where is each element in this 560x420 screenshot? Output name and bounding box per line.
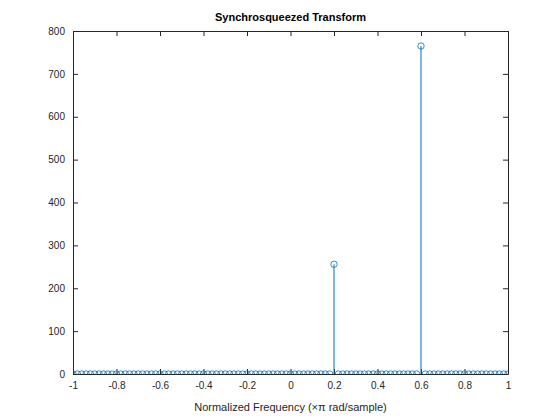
tick-label: 600 — [48, 111, 65, 122]
stem-marker — [505, 371, 508, 374]
tick-mark — [247, 31, 248, 36]
tick-mark — [503, 31, 508, 32]
tick: 500 — [48, 154, 78, 165]
tick-label: 200 — [48, 283, 65, 294]
tick — [503, 288, 508, 289]
x-axis-label: Normalized Frequency (×π rad/sample) — [194, 401, 387, 413]
tick-label: 0.4 — [371, 380, 385, 391]
tick-label: -0.6 — [152, 380, 170, 391]
tick — [117, 31, 118, 36]
tick-mark — [73, 160, 78, 161]
tick-label: 700 — [48, 69, 65, 80]
axis-line — [508, 32, 509, 375]
tick — [465, 31, 466, 36]
tick — [247, 31, 248, 36]
tick-mark — [73, 245, 78, 246]
tick-label: 1 — [506, 380, 512, 391]
tick: 0 — [59, 369, 78, 380]
tick-label: 500 — [48, 154, 65, 165]
tick — [204, 31, 205, 36]
tick: 700 — [48, 69, 78, 80]
plot-area: -1 -0.8 -0.6 -0.4 -0.2 0 0.2 0.4 0.6 0.8 1 0 100 200 3… — [48, 26, 511, 391]
tick-mark — [73, 288, 78, 289]
tick — [503, 203, 508, 204]
tick — [378, 31, 379, 36]
tick-mark — [503, 117, 508, 118]
y-axis: 0 100 200 300 400 500 600 700 800 — [48, 26, 78, 380]
tick-label: -0.2 — [239, 380, 257, 391]
tick: -0.4 — [195, 369, 213, 391]
tick-mark — [73, 74, 78, 75]
y-axis-right — [503, 32, 509, 375]
tick-mark — [73, 203, 78, 204]
title: Synchrosqueezed Transform — [215, 11, 366, 23]
stem-marker — [331, 261, 337, 267]
tick-mark — [503, 203, 508, 204]
stem-line — [334, 264, 335, 374]
tick — [503, 374, 508, 375]
tick-mark — [204, 31, 205, 36]
stem-marker — [326, 371, 332, 374]
tick-mark — [378, 31, 379, 36]
tick-label: 300 — [48, 240, 65, 251]
tick-mark — [291, 31, 292, 36]
tick — [160, 31, 161, 36]
tick-mark — [160, 31, 161, 36]
tick-label: 800 — [48, 26, 65, 37]
stem-marker — [418, 43, 424, 49]
stems — [73, 43, 508, 374]
tick: -0.6 — [152, 369, 170, 391]
tick-label: 0.2 — [328, 380, 342, 391]
stem-line — [421, 46, 422, 374]
tick-label: 0.8 — [458, 380, 472, 391]
tick-mark — [73, 117, 78, 118]
tick-mark — [503, 374, 508, 375]
tick-label: -0.8 — [108, 380, 126, 391]
tick-mark — [503, 74, 508, 75]
tick — [291, 31, 292, 36]
tick-label: -1 — [69, 380, 78, 391]
tick — [503, 117, 508, 118]
axis-line — [74, 374, 509, 375]
tick-mark — [334, 31, 335, 36]
tick: 300 — [48, 240, 78, 251]
tick-mark — [73, 374, 78, 375]
tick-mark — [503, 331, 508, 332]
tick-label: 0 — [288, 380, 294, 391]
chart: -1 -0.8 -0.6 -0.4 -0.2 0 0.2 0.4 0.6 0.8 1 0 100 200 3… — [0, 0, 560, 420]
tick: 600 — [48, 111, 78, 122]
tick-mark — [503, 288, 508, 289]
tick — [421, 31, 422, 36]
tick — [503, 160, 508, 161]
tick-mark — [73, 331, 78, 332]
tick: 100 — [48, 326, 78, 337]
tick: 800 — [48, 26, 78, 37]
tick-mark — [465, 31, 466, 36]
tick — [503, 74, 508, 75]
tick-label: 100 — [48, 326, 65, 337]
tick-mark — [421, 31, 422, 36]
tick — [334, 31, 335, 36]
tick: 200 — [48, 283, 78, 294]
tick: -0.8 — [108, 369, 126, 391]
tick: -0.2 — [239, 369, 257, 391]
tick-label: -0.4 — [195, 380, 213, 391]
x-axis-top — [74, 31, 509, 36]
tick — [503, 245, 508, 246]
tick-mark — [503, 160, 508, 161]
tick-label: 400 — [48, 197, 65, 208]
tick: 400 — [48, 197, 78, 208]
tick-mark — [73, 31, 78, 32]
tick-mark — [503, 245, 508, 246]
tick-label: 0.6 — [415, 380, 429, 391]
tick-label: 0 — [59, 369, 65, 380]
tick — [503, 31, 508, 32]
stem-marker — [413, 371, 419, 374]
tick-mark — [117, 31, 118, 36]
x-axis: -1 -0.8 -0.6 -0.4 -0.2 0 0.2 0.4 0.6 0.8 1 — [69, 369, 512, 391]
tick — [503, 331, 508, 332]
